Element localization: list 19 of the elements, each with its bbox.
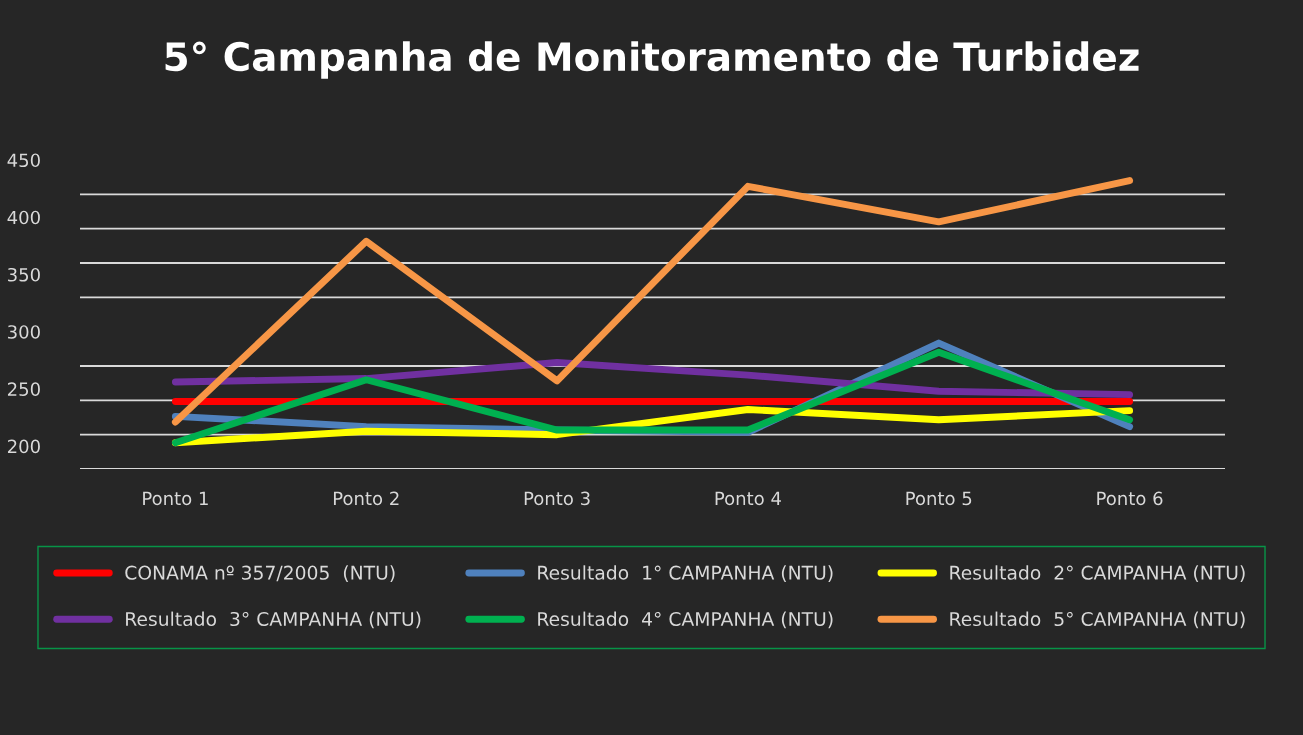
x-tick-label: Ponto 2 — [333, 491, 399, 506]
x-tick-label: Ponto 5 — [906, 491, 972, 506]
y-tick-label: 350 — [8, 267, 40, 282]
x-tick-label: Ponto 1 — [143, 491, 208, 506]
y-tick-label: 200 — [7, 439, 40, 454]
chart-title: 5° Campanha de Monitoramento de Turbidez — [165, 41, 1139, 79]
x-tick-label: Ponto 6 — [1097, 491, 1163, 506]
legend-label: Resultado 2° CAMPANHA (NTU) — [950, 565, 1245, 582]
y-tick-label: 300 — [8, 325, 40, 339]
legend-label: Resultado 4° CAMPANHA (NTU) — [538, 611, 833, 629]
y-tick-label: 450 — [7, 153, 40, 168]
legend-label: Resultado 1° CAMPANHA (NTU) — [538, 565, 833, 582]
x-tick-label: Ponto 4 — [715, 491, 781, 506]
x-tick-label: Ponto 3 — [524, 491, 590, 506]
legend-label: CONAMA nº 357/2005 (NTU) — [125, 565, 395, 582]
legend-label: Resultado 5° CAMPANHA (NTU) — [950, 611, 1245, 629]
legend-label: Resultado 3° CAMPANHA (NTU) — [126, 611, 421, 629]
y-tick-label: 400 — [7, 210, 40, 225]
y-tick-label: 250 — [7, 382, 40, 397]
